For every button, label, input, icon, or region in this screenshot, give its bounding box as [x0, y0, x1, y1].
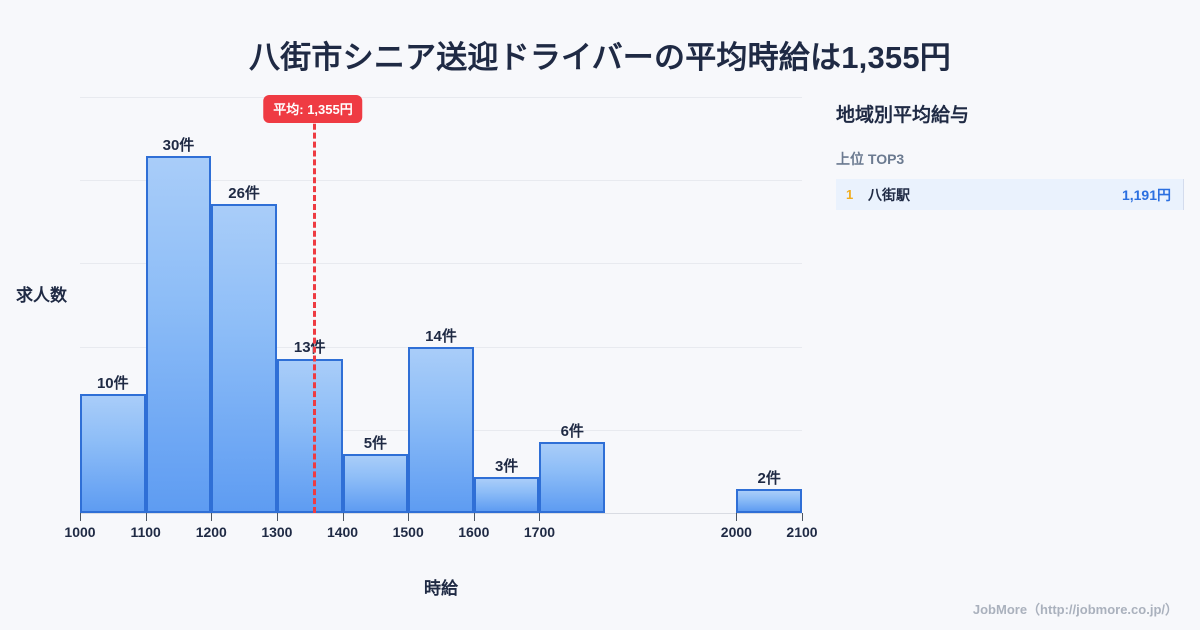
x-tick-label: 1400: [326, 524, 359, 540]
bar: [342, 453, 409, 513]
bar: [539, 441, 606, 513]
x-tick-mark: [539, 513, 541, 521]
bar-value-label: 10件: [96, 375, 129, 393]
bar: [145, 156, 212, 513]
x-tick-label: 1700: [523, 524, 556, 540]
x-tick-mark: [276, 513, 278, 521]
x-tick-mark: [408, 513, 410, 521]
bar: [276, 358, 343, 513]
x-tick-mark: [80, 513, 81, 521]
bar-value-label: 2件: [757, 470, 781, 488]
x-tick-label: 1500: [392, 524, 424, 540]
rank-number: 1: [846, 187, 854, 202]
x-tick-mark: [473, 513, 475, 521]
x-tick-mark: [211, 513, 213, 521]
bar: [80, 394, 146, 513]
gridline: [80, 97, 802, 98]
bar-value-label: 26件: [228, 184, 260, 202]
x-tick-label: 2100: [786, 524, 818, 540]
bar-value-label: 13件: [293, 339, 326, 357]
region-rank-row[interactable]: 1 八街駅 1,191円: [836, 179, 1184, 210]
x-tick-label: 1200: [195, 524, 227, 540]
x-tick-label: 1300: [261, 524, 293, 540]
bar-value-label: 6件: [560, 422, 584, 440]
region-panel-subtitle: 上位 TOP3: [836, 151, 905, 167]
x-tick-label: 1000: [64, 524, 96, 540]
x-tick-mark: [736, 513, 738, 521]
rank-salary-value: 1,191円: [1121, 186, 1171, 203]
x-tick-label: 2000: [720, 524, 752, 540]
y-axis-label: 求人数: [16, 286, 67, 305]
region-rank-list: 1 八街駅 1,191円: [836, 179, 1184, 210]
average-line: [313, 97, 316, 513]
bar-value-label: 5件: [363, 434, 388, 452]
page-title: 八街市シニア送迎ドライバーの平均時給は1,355円: [249, 40, 951, 75]
bar: [408, 346, 474, 513]
gridline: [80, 180, 802, 182]
footer-credit: JobMore（http://jobmore.co.jp/）: [972, 602, 1178, 617]
x-tick-label: 1100: [130, 524, 161, 540]
bar-value-label: 14件: [425, 327, 457, 345]
x-axis-label: 時給: [424, 579, 458, 598]
bar-value-label: 30件: [162, 137, 195, 155]
bar: [473, 477, 540, 513]
plot-area: 10件 30件 26件 13件 5件 14件 3件 6件 2件 平均: 1,355円: [80, 95, 802, 514]
region-salary-panel: 地域別平均給与 上位 TOP3 1 八街駅 1,191円: [836, 100, 1184, 210]
x-tick-mark: [145, 513, 147, 521]
region-panel-title: 地域別平均給与: [836, 105, 970, 126]
x-tick-label: 1600: [458, 524, 490, 540]
bar: [211, 203, 277, 513]
gridline: [80, 263, 802, 265]
x-tick-mark: [342, 513, 344, 521]
bar-value-label: 3件: [494, 458, 519, 476]
x-tick-mark: [802, 513, 803, 521]
chart-plot: 10件 30件 26件 13件 5件 14件 3件 6件 2件 平均: 1,355円 1000 11…: [16, 95, 818, 598]
bar: [736, 489, 802, 513]
rank-station-name: 八街駅: [868, 186, 910, 203]
average-badge: 平均: 1,355円: [263, 95, 363, 123]
x-axis-baseline: [80, 513, 802, 514]
